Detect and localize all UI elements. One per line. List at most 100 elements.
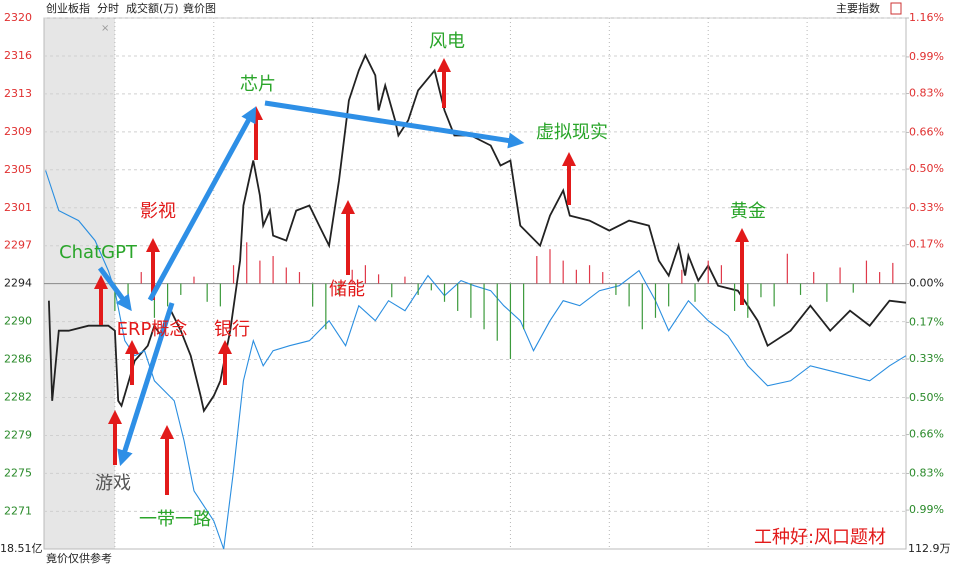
volume-bar [496,283,498,341]
y-tick-label: 2294 [4,277,32,290]
volume-bar [694,283,696,302]
volume-bar [747,283,749,318]
volume-bar [588,265,591,284]
volume-bar [562,260,564,284]
volume-bar [312,283,314,307]
blue-arrow [97,266,132,312]
volume-bar [852,283,854,293]
y2-tick-label: 0.50% [909,391,944,404]
y2-tick-label: 0.99% [909,503,944,516]
y-tick-label: 2275 [4,466,32,479]
red-arrow-head [437,58,451,72]
y2-tick-label: 1.16% [909,11,944,24]
volume-bar [773,283,775,307]
y2-tick-label: 0.00% [909,277,944,290]
volume-bar [720,265,723,284]
annotation: 储能 [329,279,365,300]
volume-bar [167,283,169,307]
y-tick-label: 2286 [4,353,32,366]
volume-bar [602,272,604,284]
red-arrow-head [94,275,108,289]
volume-bar [615,283,617,295]
volume-bar [457,283,459,311]
y-tick-label: 2316 [4,49,32,62]
volume-bar [681,269,683,284]
volume-bar [892,262,894,284]
y2-tick-label: 0.83% [909,87,944,100]
annotation: 风电 [429,31,465,52]
volume-bar [654,283,657,318]
annotation: 游戏 [95,473,131,494]
blue-arrow [147,106,257,302]
volume-bar [575,269,577,284]
y-tick-label: 2309 [4,125,32,138]
volume-bar [509,283,512,360]
auction-note: 竟价仅供参考 [46,551,112,565]
volume-bar [153,283,156,318]
y2-tick-label: 0.33% [909,201,944,214]
volume-bar [799,283,802,295]
red-arrow-head [146,238,160,252]
annotation: 黄金 [730,201,766,222]
y2-tick-label: 0.66% [909,125,944,138]
volume-bar [707,260,709,284]
y2-tick-label: 0.17% [909,315,944,328]
y-tick-label: 2290 [4,315,32,328]
annotation: ERP概念 [117,318,188,340]
red-arrow-head [218,340,232,354]
volume-bar [219,283,221,307]
annotation: ChatGPT [59,242,138,263]
y2-tick-label: 0.33% [909,352,944,365]
tab[interactable]: 竟价图 [183,2,216,15]
volume-bar [470,283,472,318]
annotation: 银行 [214,319,250,340]
annotation: 虚拟现实 [536,122,608,143]
volume-bar [232,265,235,284]
volume-bar [826,283,828,302]
volume-bar [298,272,301,284]
red-arrow-head [160,425,174,439]
volume-bar [377,274,380,284]
y-tick-label: 2271 [4,504,32,517]
menu-icon[interactable] [890,2,902,15]
volume-bar [430,283,432,291]
volume-bar [338,283,340,295]
blue-arrow [264,100,525,149]
y-tick-label: 2301 [4,201,32,214]
red-arrow-head [562,152,576,166]
volume-bar [404,276,406,284]
tab[interactable]: 成交额(万) [126,1,179,15]
y2-tick-label: 0.83% [909,466,944,479]
volume-bar [536,256,538,284]
volume-bar [364,265,366,284]
volume-bar [879,272,881,284]
annotation: 工种好:风口题材 [754,527,886,548]
red-arrow-head [735,228,749,242]
red-arrow-head [125,340,139,354]
volume-bar [865,260,868,284]
y-tick-label: 2320 [4,11,32,24]
volume-bar [285,267,287,284]
annotation: 一带一路 [139,509,211,530]
volume-bar [760,283,762,298]
index-name: 创业板指 [46,1,90,15]
y2-tick-label: 0.17% [909,238,944,251]
volume-bar [786,253,788,284]
close-icon[interactable]: × [101,23,109,34]
y2-tick-label: 0.66% [909,428,944,441]
volume-bar [813,272,815,284]
volume-bar [443,283,446,302]
blue-arrow [117,302,175,467]
volume-bar [628,283,630,307]
y-tick-label: 2279 [4,428,32,441]
volume-bar [391,283,393,298]
volume-bar [733,283,736,311]
y-tick-label: 2305 [4,163,32,176]
annotation: 芯片 [240,74,276,95]
tab[interactable]: 分时 [97,2,119,15]
volume-bar [523,283,525,330]
volume-bar [272,256,274,284]
index-menu[interactable]: 主要指数 [836,1,880,15]
